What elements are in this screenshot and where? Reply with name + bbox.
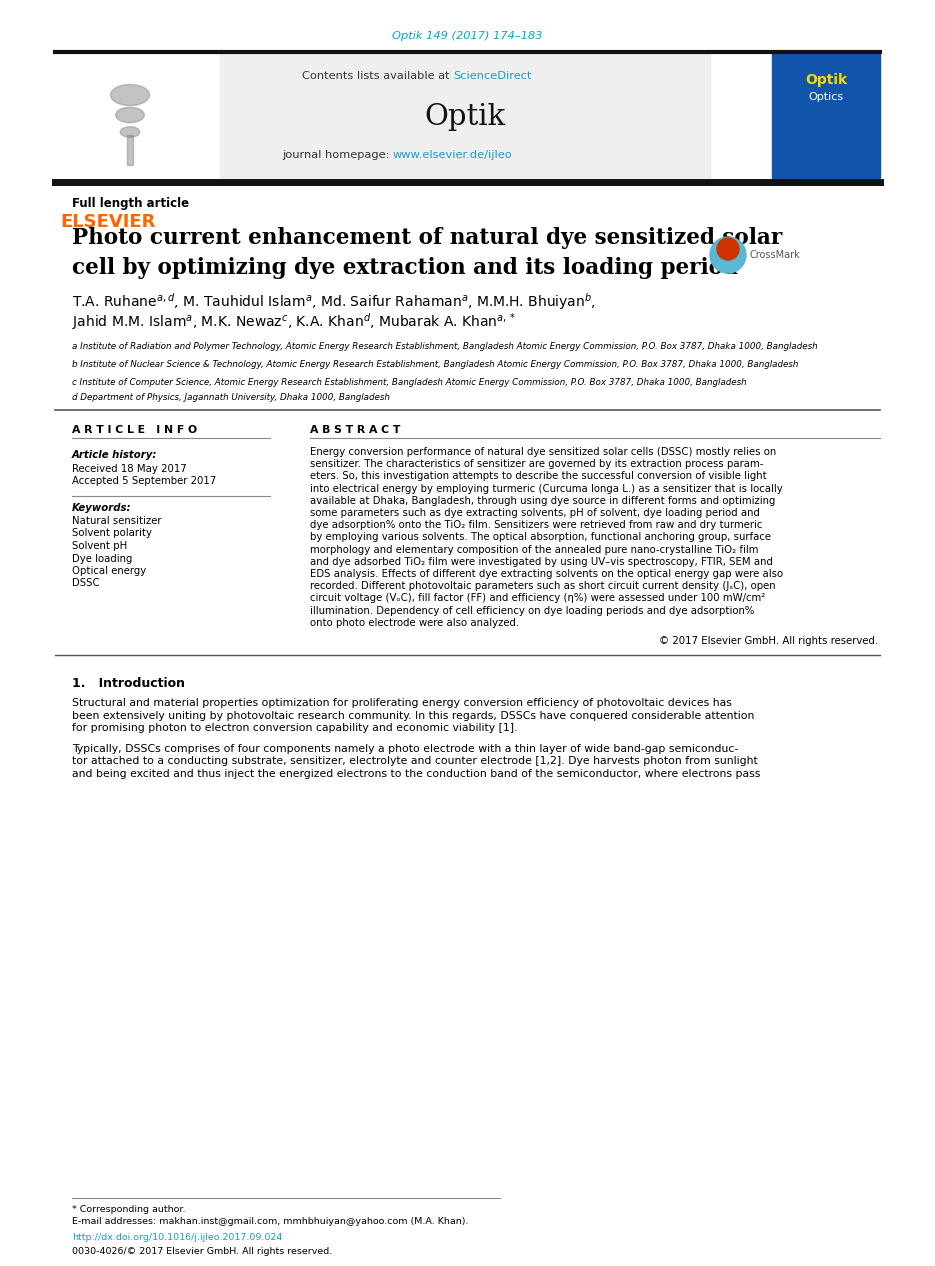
Text: EDS analysis. Effects of different dye extracting solvents on the optical energy: EDS analysis. Effects of different dye e… — [310, 568, 784, 579]
Text: 1.   Introduction: 1. Introduction — [72, 676, 185, 690]
Text: b Institute of Nuclear Science & Technology, Atomic Energy Research Establishmen: b Institute of Nuclear Science & Technol… — [72, 360, 798, 368]
Text: and dye adsorbed TiO₂ film were investigated by using UV–vis spectroscopy, FTIR,: and dye adsorbed TiO₂ film were investig… — [310, 557, 773, 567]
Text: available at Dhaka, Bangladesh, through using dye source in different forms and : available at Dhaka, Bangladesh, through … — [310, 496, 775, 506]
Text: recorded. Different photovoltaic parameters such as short circuit current densit: recorded. Different photovoltaic paramet… — [310, 581, 776, 591]
Ellipse shape — [116, 108, 144, 123]
Text: Optics: Optics — [809, 92, 843, 103]
Text: by employing various solvents. The optical absorption, functional anchoring grou: by employing various solvents. The optic… — [310, 533, 771, 542]
Text: a Institute of Radiation and Polymer Technology, Atomic Energy Research Establis: a Institute of Radiation and Polymer Tec… — [72, 342, 817, 351]
Text: Contents lists available at: Contents lists available at — [302, 71, 453, 81]
Circle shape — [710, 237, 746, 273]
Text: © 2017 Elsevier GmbH. All rights reserved.: © 2017 Elsevier GmbH. All rights reserve… — [659, 636, 878, 646]
Text: illumination. Dependency of cell efficiency on dye loading periods and dye adsor: illumination. Dependency of cell efficie… — [310, 605, 755, 615]
Text: Optik 149 (2017) 174–183: Optik 149 (2017) 174–183 — [392, 30, 542, 41]
Text: * Corresponding author.: * Corresponding author. — [72, 1205, 185, 1214]
Text: 0030-4026/© 2017 Elsevier GmbH. All rights reserved.: 0030-4026/© 2017 Elsevier GmbH. All righ… — [72, 1247, 332, 1256]
Circle shape — [717, 238, 739, 260]
Text: Full length article: Full length article — [72, 197, 189, 210]
Text: into electrical energy by employing turmeric (Curcuma longa L.) as a sensitizer : into electrical energy by employing turm… — [310, 484, 783, 494]
Text: Dye loading: Dye loading — [72, 553, 133, 563]
Bar — [772, 52, 880, 179]
Text: Received 18 May 2017: Received 18 May 2017 — [72, 465, 187, 473]
Text: Accepted 5 September 2017: Accepted 5 September 2017 — [72, 476, 216, 486]
Text: A B S T R A C T: A B S T R A C T — [310, 425, 400, 436]
Text: been extensively uniting by photovoltaic research community. In this regards, DS: been extensively uniting by photovoltaic… — [72, 710, 755, 720]
Text: Solvent pH: Solvent pH — [72, 541, 127, 551]
Text: Solvent polarity: Solvent polarity — [72, 528, 152, 538]
Text: eters. So, this investigation attempts to describe the successful conversion of : eters. So, this investigation attempts t… — [310, 471, 767, 481]
Text: c Institute of Computer Science, Atomic Energy Research Establishment, Banglades: c Institute of Computer Science, Atomic … — [72, 379, 747, 387]
Text: Photo current enhancement of natural dye sensitized solar: Photo current enhancement of natural dye… — [72, 227, 783, 249]
Text: A R T I C L E   I N F O: A R T I C L E I N F O — [72, 425, 197, 436]
Bar — [58, 52, 206, 179]
Text: cell by optimizing dye extraction and its loading period: cell by optimizing dye extraction and it… — [72, 257, 738, 279]
Ellipse shape — [121, 127, 139, 137]
Text: Natural sensitizer: Natural sensitizer — [72, 517, 162, 525]
Text: Article history:: Article history: — [72, 449, 157, 460]
Text: T.A. Ruhane$^{a,d}$, M. Tauhidul Islam$^{a}$, Md. Saifur Rahaman$^{a}$, M.M.H. B: T.A. Ruhane$^{a,d}$, M. Tauhidul Islam$^… — [72, 291, 596, 313]
Text: Optik: Optik — [424, 103, 506, 130]
Text: ELSEVIER: ELSEVIER — [61, 213, 156, 230]
Text: morphology and elementary composition of the annealed pure nano-crystalline TiO₂: morphology and elementary composition of… — [310, 544, 758, 555]
Text: Energy conversion performance of natural dye sensitized solar cells (DSSC) mostl: Energy conversion performance of natural… — [310, 447, 776, 457]
Text: Typically, DSSCs comprises of four components namely a photo electrode with a th: Typically, DSSCs comprises of four compo… — [72, 743, 739, 753]
Text: Optical energy: Optical energy — [72, 566, 146, 576]
Text: for promising photon to electron conversion capability and economic viability [1: for promising photon to electron convers… — [72, 723, 517, 733]
Text: tor attached to a conducting substrate, sensitizer, electrolyte and counter elec: tor attached to a conducting substrate, … — [72, 756, 757, 766]
Bar — [220, 52, 710, 179]
Text: sensitizer. The characteristics of sensitizer are governed by its extraction pro: sensitizer. The characteristics of sensi… — [310, 460, 763, 470]
Text: DSSC: DSSC — [72, 579, 100, 589]
Text: and being excited and thus inject the energized electrons to the conduction band: and being excited and thus inject the en… — [72, 768, 760, 779]
Text: some parameters such as dye extracting solvents, pH of solvent, dye loading peri: some parameters such as dye extracting s… — [310, 508, 760, 518]
Text: Jahid M.M. Islam$^{a}$, M.K. Newaz$^{c}$, K.A. Khan$^{d}$, Mubarak A. Khan$^{a,*: Jahid M.M. Islam$^{a}$, M.K. Newaz$^{c}$… — [72, 311, 516, 333]
Text: journal homepage:: journal homepage: — [281, 149, 393, 160]
Ellipse shape — [110, 85, 150, 105]
Text: dye adsorption% onto the TiO₂ film. Sensitizers were retrieved from raw and dry : dye adsorption% onto the TiO₂ film. Sens… — [310, 520, 762, 530]
Text: onto photo electrode were also analyzed.: onto photo electrode were also analyzed. — [310, 618, 519, 628]
Text: circuit voltage (VₒC), fill factor (FF) and efficiency (η%) were assessed under : circuit voltage (VₒC), fill factor (FF) … — [310, 594, 765, 604]
Text: Structural and material properties optimization for proliferating energy convers: Structural and material properties optim… — [72, 698, 732, 708]
Text: d Department of Physics, Jagannath University, Dhaka 1000, Bangladesh: d Department of Physics, Jagannath Unive… — [72, 392, 390, 403]
Text: CrossMark: CrossMark — [750, 249, 800, 260]
Text: Optik: Optik — [805, 73, 847, 87]
Text: www.elsevier.de/ijleo: www.elsevier.de/ijleo — [393, 149, 512, 160]
Text: Keywords:: Keywords: — [72, 503, 132, 513]
Text: ScienceDirect: ScienceDirect — [453, 71, 531, 81]
Text: http://dx.doi.org/10.1016/j.ijleo.2017.09.024: http://dx.doi.org/10.1016/j.ijleo.2017.0… — [72, 1233, 282, 1242]
Text: E-mail addresses: makhan.inst@gmail.com, mmhbhuiyan@yahoo.com (M.A. Khan).: E-mail addresses: makhan.inst@gmail.com,… — [72, 1218, 468, 1227]
Bar — [127, 135, 133, 165]
